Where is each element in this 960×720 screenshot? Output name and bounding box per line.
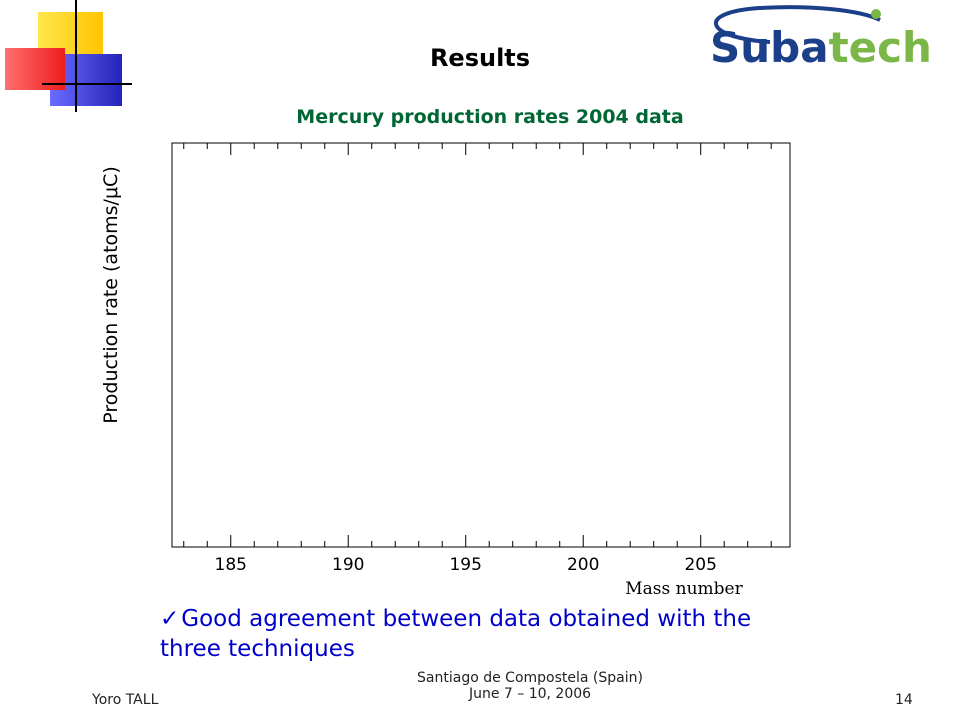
x-tick-label: 185 [215, 555, 247, 575]
footer-venue-line1: Santiago de Compostela (Spain) [417, 670, 643, 686]
chart-title: Mercury production rates 2004 data [296, 106, 684, 128]
corner-decoration [5, 0, 132, 112]
x-axis-label: Mass number [625, 579, 743, 599]
logo-dot [871, 9, 881, 19]
logo-swoosh [713, 5, 881, 44]
slide-title: Results [429, 44, 531, 72]
plot-frame [171, 142, 791, 548]
logo-text: Subatech [710, 23, 932, 72]
x-tick-label: 200 [567, 555, 599, 575]
x-tick-label: 205 [684, 555, 716, 575]
footer-venue: Santiago de Compostela (Spain) June 7 – … [380, 670, 680, 702]
conclusion-bullet: ✓Good agreement between data obtained wi… [160, 604, 810, 664]
footer-venue-line2: June 7 – 10, 2006 [468, 686, 592, 702]
checkmark-icon: ✓ [160, 606, 180, 632]
x-tick-label: 195 [449, 555, 481, 575]
x-tick-label: 190 [332, 555, 364, 575]
footer-author: Yoro TALL [92, 692, 159, 708]
footer-page-number: 14 [895, 692, 913, 708]
subatech-logo: Subatech [710, 5, 932, 72]
y-axis-label: Production rate (atoms/μC) [100, 166, 122, 423]
bullet-text: Good agreement between data obtained wit… [160, 606, 752, 662]
